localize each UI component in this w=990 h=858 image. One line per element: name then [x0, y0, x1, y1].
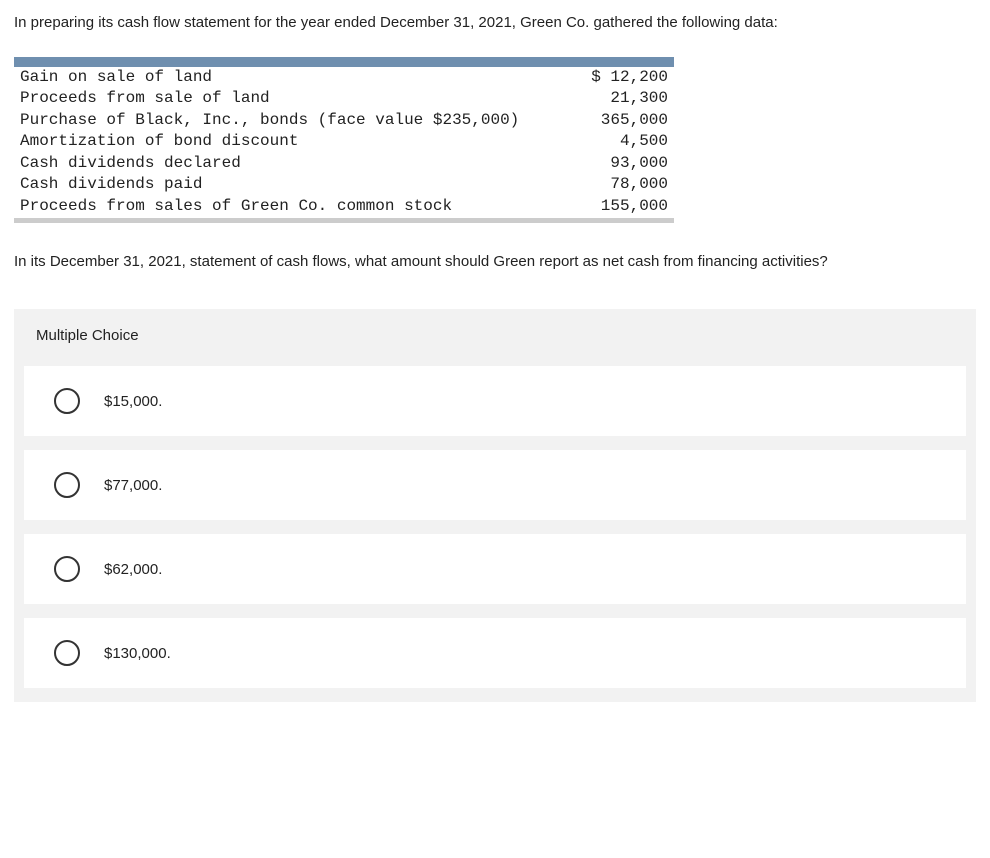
row-label: Amortization of bond discount [14, 131, 532, 153]
radio-icon [54, 388, 80, 414]
row-amount: $ 12,200 [532, 67, 674, 89]
table-row: Purchase of Black, Inc., bonds (face val… [14, 110, 674, 132]
radio-icon [54, 472, 80, 498]
table-row: Proceeds from sale of land 21,300 [14, 88, 674, 110]
row-amount: 93,000 [532, 153, 674, 175]
data-table-block: Gain on sale of land $ 12,200 Proceeds f… [14, 57, 674, 223]
row-amount: 4,500 [532, 131, 674, 153]
question-intro: In preparing its cash flow statement for… [14, 12, 976, 35]
table-row: Gain on sale of land $ 12,200 [14, 67, 674, 89]
row-label: Proceeds from sales of Green Co. common … [14, 196, 532, 218]
financial-data-table: Gain on sale of land $ 12,200 Proceeds f… [14, 67, 674, 218]
row-label: Cash dividends paid [14, 174, 532, 196]
answer-option-d[interactable]: $130,000. [24, 618, 966, 688]
radio-icon [54, 640, 80, 666]
row-amount: 365,000 [532, 110, 674, 132]
answer-label: $77,000. [104, 477, 162, 494]
table-row: Cash dividends paid 78,000 [14, 174, 674, 196]
table-row: Proceeds from sales of Green Co. common … [14, 196, 674, 218]
multiple-choice-container: Multiple Choice $15,000. $77,000. $62,00… [14, 309, 976, 702]
question-prompt: In its December 31, 2021, statement of c… [14, 251, 976, 274]
table-header-bar [14, 57, 674, 67]
multiple-choice-header: Multiple Choice [14, 309, 976, 366]
row-label: Gain on sale of land [14, 67, 532, 89]
row-amount: 155,000 [532, 196, 674, 218]
row-amount: 21,300 [532, 88, 674, 110]
radio-icon [54, 556, 80, 582]
answer-option-c[interactable]: $62,000. [24, 534, 966, 604]
table-row: Amortization of bond discount 4,500 [14, 131, 674, 153]
answer-label: $62,000. [104, 561, 162, 578]
table-row: Cash dividends declared 93,000 [14, 153, 674, 175]
row-amount: 78,000 [532, 174, 674, 196]
table-footer-bar [14, 218, 674, 223]
answer-label: $130,000. [104, 645, 171, 662]
row-label: Proceeds from sale of land [14, 88, 532, 110]
answer-option-a[interactable]: $15,000. [24, 366, 966, 436]
row-label: Purchase of Black, Inc., bonds (face val… [14, 110, 532, 132]
row-label: Cash dividends declared [14, 153, 532, 175]
answer-label: $15,000. [104, 393, 162, 410]
answer-option-b[interactable]: $77,000. [24, 450, 966, 520]
